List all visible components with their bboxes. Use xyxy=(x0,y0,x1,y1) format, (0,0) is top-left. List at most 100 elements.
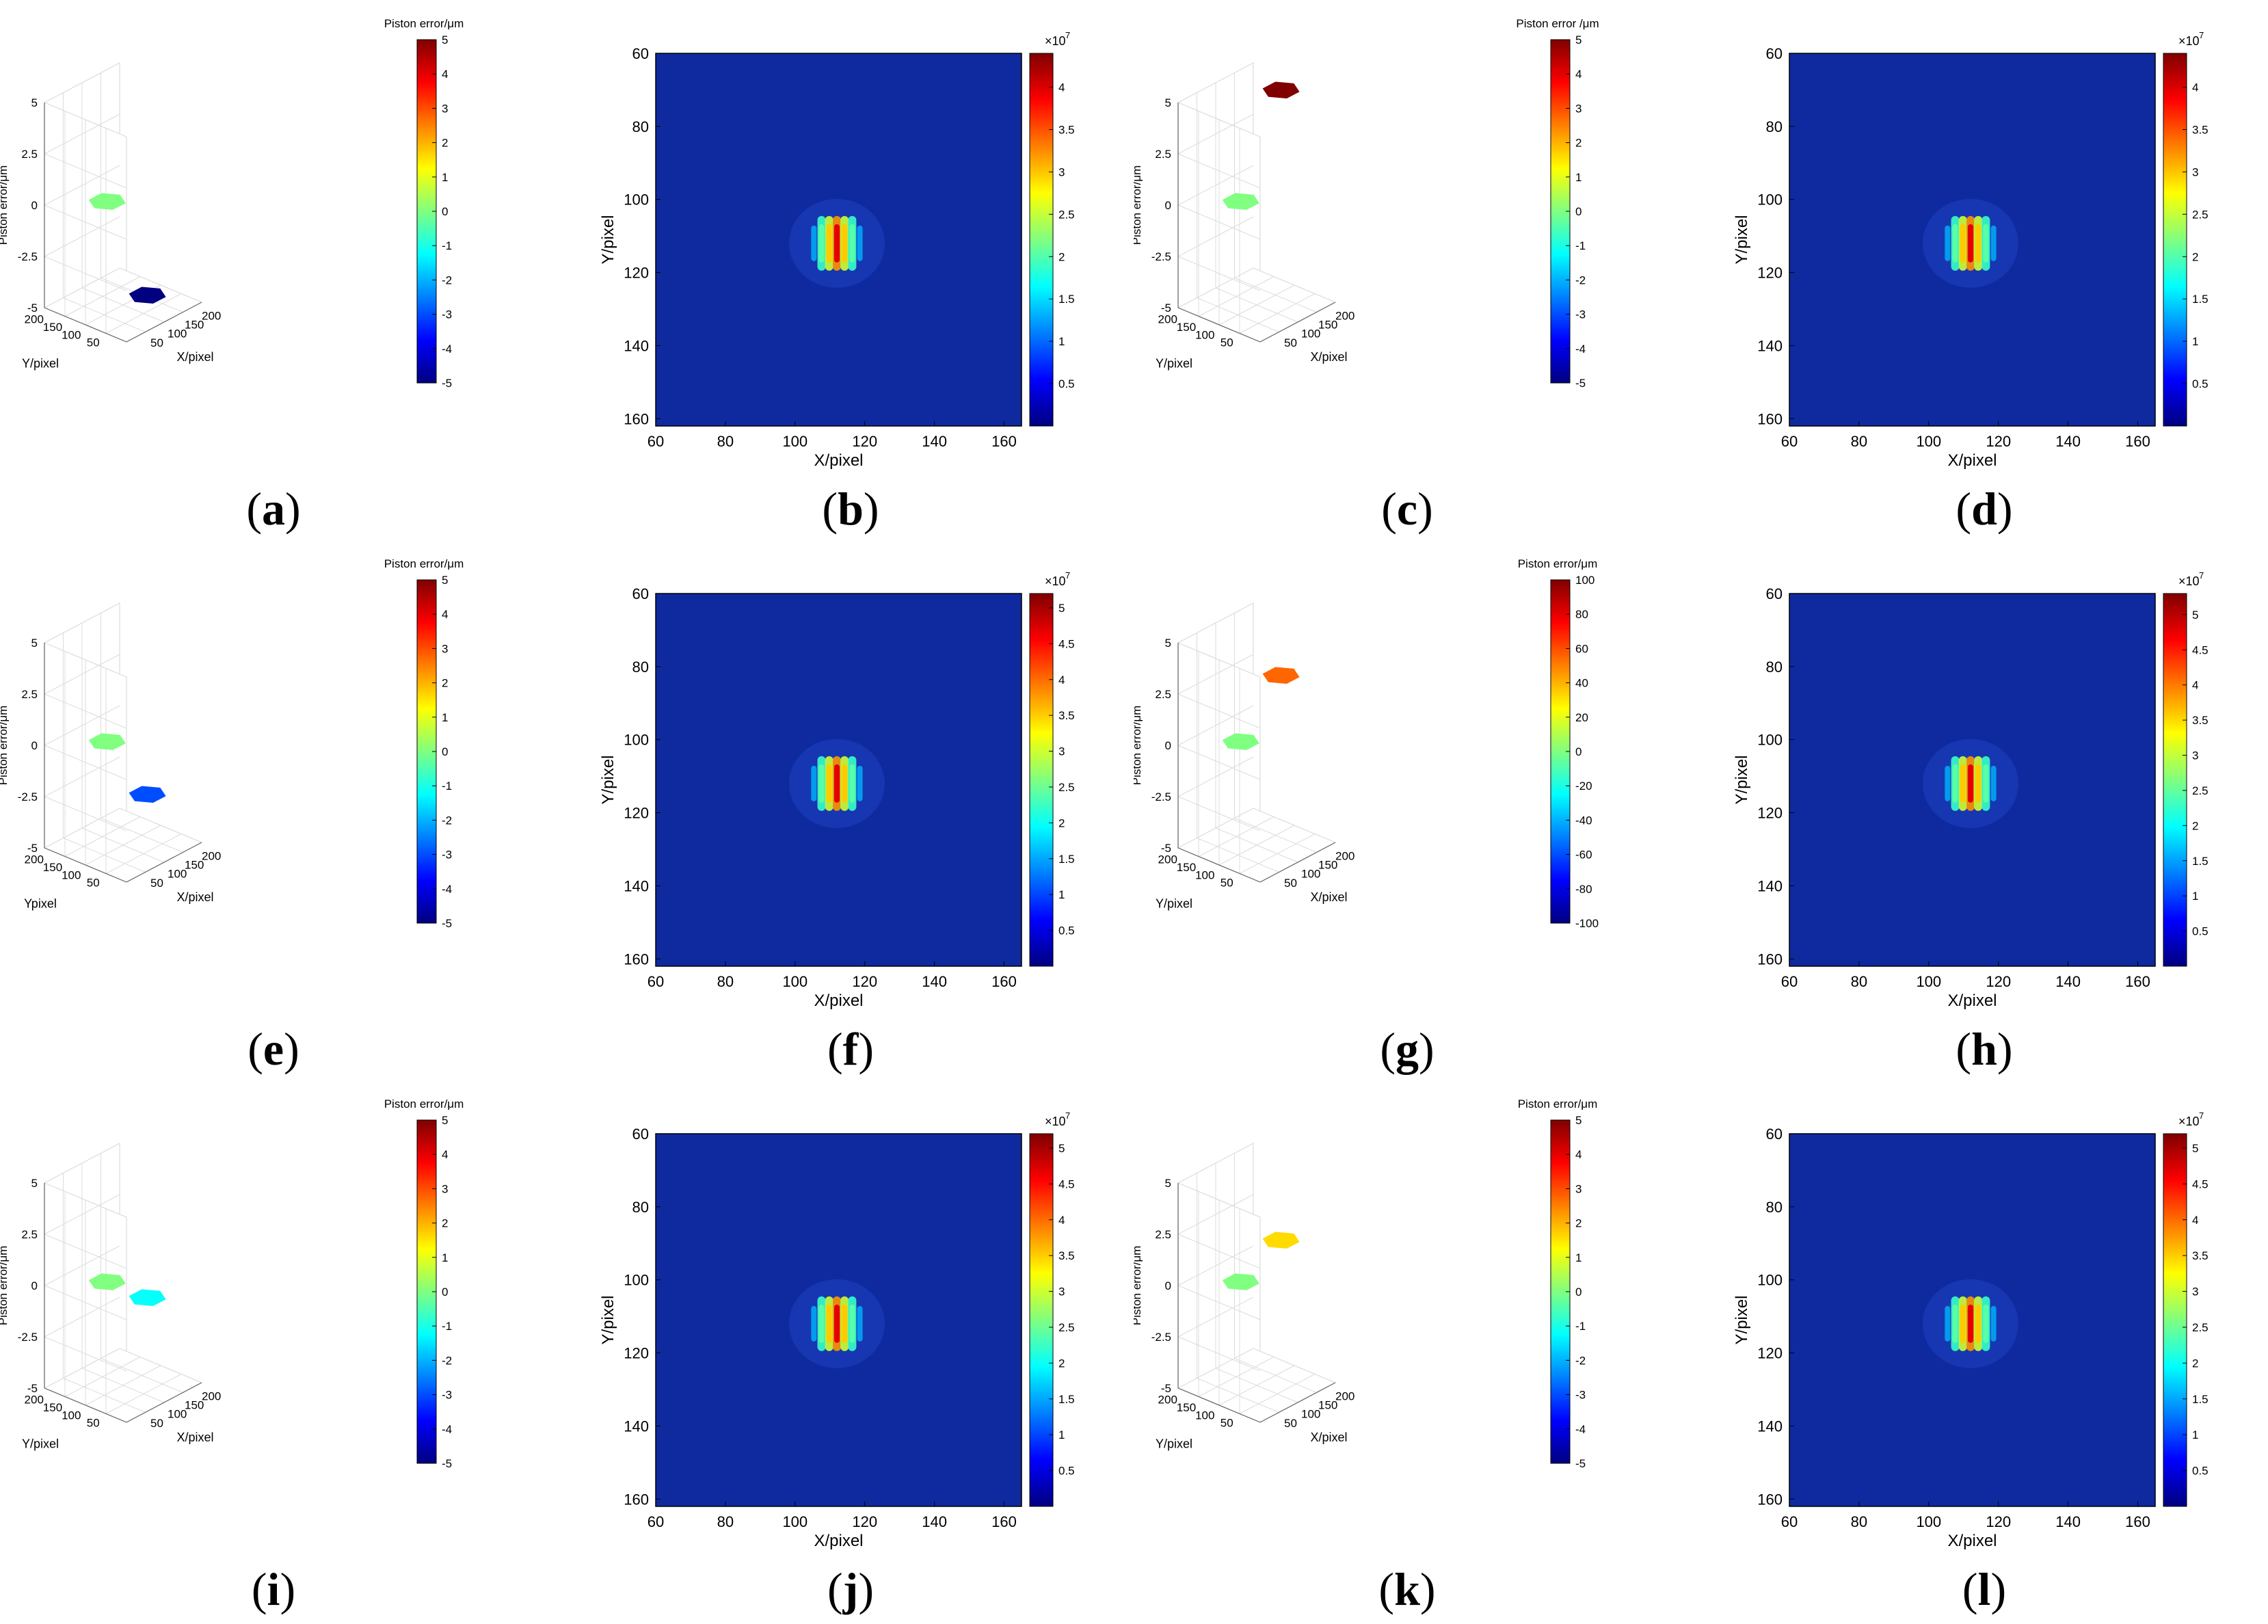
colorbar-tick-label: 0.5 xyxy=(2192,925,2209,938)
test-segment xyxy=(1262,1232,1300,1249)
fringe-core xyxy=(1952,1304,1958,1343)
reference-segment xyxy=(1222,733,1259,750)
y-tick-label: 160 xyxy=(624,1491,649,1508)
colorbar-tick-label: 2.5 xyxy=(2192,784,2209,797)
colorbar-exponent-power: 7 xyxy=(2199,1110,2204,1121)
y-tick-label: 120 xyxy=(1757,805,1783,822)
colorbar-tick-label: 0 xyxy=(1575,745,1582,758)
grid-line xyxy=(1177,654,1254,695)
x-tick-label: 80 xyxy=(1851,433,1867,450)
label-open-paren: ( xyxy=(1956,483,1972,535)
fringe-core xyxy=(826,1304,832,1343)
colorbar-tick-label: -3 xyxy=(442,1389,452,1402)
panel-label: (h) xyxy=(1943,1022,2025,1076)
label-open-paren: ( xyxy=(1962,1563,1978,1615)
y-tick-label: 120 xyxy=(1757,265,1783,282)
colorbar-tick-label: 5 xyxy=(1058,602,1065,615)
fringe-core xyxy=(833,224,840,263)
x-tick-label: 150 xyxy=(185,858,204,871)
panel-f: 60 80 100 120 140 160 60 80 100 120 140 160 X/pixel Y… xyxy=(567,540,1134,1080)
colorbar-tick-label: 3 xyxy=(1058,745,1065,758)
colorbar-tick-label: 3.5 xyxy=(1058,1249,1075,1262)
x-tick-label: 100 xyxy=(782,973,808,990)
colorbar-tick-label: 0 xyxy=(442,1286,448,1299)
y-tick-label: 80 xyxy=(632,118,649,135)
y-axis-label: Y/pixel xyxy=(22,1437,59,1451)
fringe-core xyxy=(818,764,825,803)
fringe-core xyxy=(818,224,825,263)
colorbar-tick-label: -2 xyxy=(442,814,452,827)
panel-k: 5 2.5 0 -2.5 -5 200 150 100 50 50 100 150 200 Piston … xyxy=(1134,1080,1700,1621)
x-tick-label: 100 xyxy=(782,1513,808,1530)
y-tick-label: 120 xyxy=(1757,1345,1783,1362)
colorbar-exponent: ×10 xyxy=(1045,574,1066,588)
label-letter: d xyxy=(1971,483,1997,535)
grid-line xyxy=(1218,284,1295,325)
fringe-core xyxy=(849,1304,855,1343)
fringe xyxy=(1945,765,1951,801)
colorbar-tick-label: -4 xyxy=(1575,343,1586,356)
x-axis-line xyxy=(1259,302,1336,343)
z-axis-label: Piston error/μm xyxy=(1134,706,1143,786)
x-tick-label: 120 xyxy=(1986,1513,2011,1530)
fringe xyxy=(1990,1305,1997,1342)
panel-label: (e) xyxy=(232,1022,315,1076)
fringe-core xyxy=(842,224,848,263)
grid-line xyxy=(44,745,127,780)
x-tick-label: 80 xyxy=(717,433,734,450)
x-axis-label: X/pixel xyxy=(176,890,213,904)
y-axis-line xyxy=(44,1387,127,1423)
fringe-core xyxy=(826,764,832,803)
grid-line xyxy=(1234,1358,1317,1393)
grid-line xyxy=(64,276,141,317)
x-tick-label: 200 xyxy=(202,1389,221,1402)
y-axis-line xyxy=(44,307,127,343)
z-tick-label: -2.5 xyxy=(1151,250,1171,263)
panel-label: (k) xyxy=(1366,1562,1448,1616)
colorbar-exponent-power: 7 xyxy=(1065,30,1070,40)
y-axis-line xyxy=(1177,1387,1261,1423)
y-tick-label: 60 xyxy=(632,45,649,62)
label-close-paren: ) xyxy=(1417,483,1433,535)
grid-line xyxy=(44,1194,120,1235)
label-close-paren: ) xyxy=(285,483,301,535)
y-tick-label: 120 xyxy=(624,1345,649,1362)
y-tick-label: 140 xyxy=(624,877,649,894)
y-tick-label: 200 xyxy=(25,1394,44,1407)
fringe-core xyxy=(849,764,855,803)
colorbar-exponent: ×10 xyxy=(2178,34,2200,48)
y-tick-label: 60 xyxy=(1766,1126,1783,1143)
colorbar-title: Piston error/μm xyxy=(1518,557,1598,570)
y-tick-label: 200 xyxy=(1158,313,1177,326)
grid-line xyxy=(1198,276,1275,317)
label-close-paren: ) xyxy=(1419,1563,1436,1615)
colorbar-tick-label: -4 xyxy=(442,1423,452,1436)
colorbar-exponent: ×10 xyxy=(2178,574,2200,588)
fringe xyxy=(1945,225,1951,261)
colorbar-tick-label: 3.5 xyxy=(2192,123,2209,136)
colorbar-tick-label: 3.5 xyxy=(2192,1249,2209,1262)
z-tick-label: -5 xyxy=(1161,842,1171,855)
panel-label: (g) xyxy=(1366,1022,1448,1076)
reference-segment xyxy=(1222,193,1259,210)
label-close-paren: ) xyxy=(284,1023,299,1075)
colorbar-tick-label: 0 xyxy=(442,205,448,218)
z-tick-label: 0 xyxy=(31,199,38,212)
z-tick-label: -2.5 xyxy=(18,1331,38,1344)
label-letter: l xyxy=(1977,1563,1991,1615)
colorbar-tick-label: 1.5 xyxy=(1058,293,1075,306)
y-axis-label: Y/pixel xyxy=(1156,357,1192,371)
x-tick-label: 100 xyxy=(1301,328,1320,341)
colorbar-tick-label: 0 xyxy=(1575,1286,1582,1299)
x-tick-label: 60 xyxy=(648,973,664,990)
fringe-core xyxy=(849,224,855,263)
grid-line xyxy=(44,204,127,240)
panel-a: 5 2.5 0 -2.5 -5 200 150 100 50 50 100 150 200 Piston … xyxy=(0,0,567,540)
x-tick-label: 100 xyxy=(168,1408,187,1421)
grid-line xyxy=(1177,1234,1261,1269)
label-letter: j xyxy=(842,1563,859,1615)
colorbar-tick-label: 4 xyxy=(442,608,448,621)
colorbar-tick-label: 4 xyxy=(1058,1214,1065,1227)
